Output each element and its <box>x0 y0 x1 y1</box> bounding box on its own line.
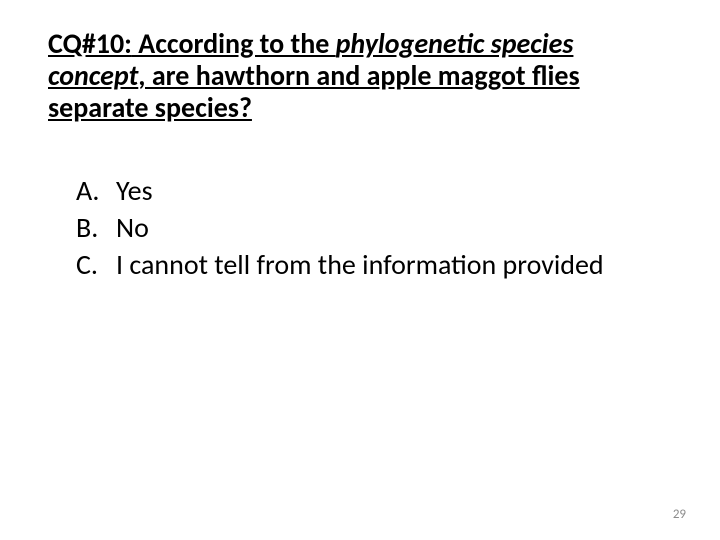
title-prefix: CQ#10: <box>48 26 132 61</box>
slide: CQ#10: According to the phylogenetic spe… <box>0 0 720 540</box>
option-text: No <box>116 210 672 245</box>
question-title: CQ#10: According to the phylogenetic spe… <box>48 28 672 125</box>
option-text: Yes <box>116 173 672 208</box>
page-number: 29 <box>673 507 686 522</box>
option-letter: A. <box>76 173 116 208</box>
option-c: C. I cannot tell from the information pr… <box>76 247 672 282</box>
options-list: A. Yes B. No C. I cannot tell from the i… <box>48 173 672 282</box>
title-before-italic: According to the <box>132 26 336 61</box>
option-text: I cannot tell from the information provi… <box>116 247 672 282</box>
option-letter: C. <box>76 247 116 282</box>
option-b: B. No <box>76 210 672 245</box>
option-letter: B. <box>76 210 116 245</box>
option-a: A. Yes <box>76 173 672 208</box>
